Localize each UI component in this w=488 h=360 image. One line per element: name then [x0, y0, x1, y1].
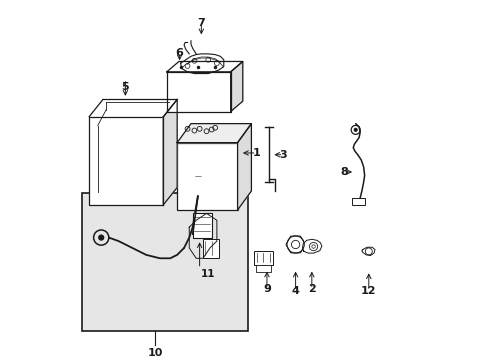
Text: 9: 9 — [263, 284, 270, 294]
Bar — [255, 265, 270, 272]
Text: 8: 8 — [340, 167, 348, 177]
Text: 11: 11 — [201, 269, 215, 279]
Polygon shape — [166, 62, 242, 72]
Text: 6: 6 — [175, 48, 183, 58]
Bar — [253, 251, 272, 265]
Text: 7: 7 — [197, 18, 205, 28]
Text: 1: 1 — [252, 148, 260, 158]
Polygon shape — [177, 123, 251, 143]
Bar — [351, 198, 365, 206]
Polygon shape — [302, 239, 321, 253]
Text: 4: 4 — [291, 286, 299, 296]
Bar — [192, 213, 211, 238]
Text: 10: 10 — [147, 348, 163, 358]
Text: 12: 12 — [360, 286, 376, 296]
Polygon shape — [163, 99, 177, 205]
Bar — [89, 117, 163, 205]
Polygon shape — [237, 123, 251, 210]
Text: 5: 5 — [122, 82, 129, 93]
Bar — [177, 143, 237, 210]
Text: —: — — [194, 173, 201, 179]
Bar — [82, 193, 247, 331]
Polygon shape — [180, 54, 224, 73]
Circle shape — [99, 235, 103, 240]
Polygon shape — [361, 247, 374, 256]
Polygon shape — [166, 72, 230, 112]
Text: 2: 2 — [307, 284, 315, 294]
Bar — [203, 239, 218, 258]
Polygon shape — [230, 62, 242, 112]
Circle shape — [354, 129, 356, 131]
Text: 3: 3 — [279, 150, 287, 160]
